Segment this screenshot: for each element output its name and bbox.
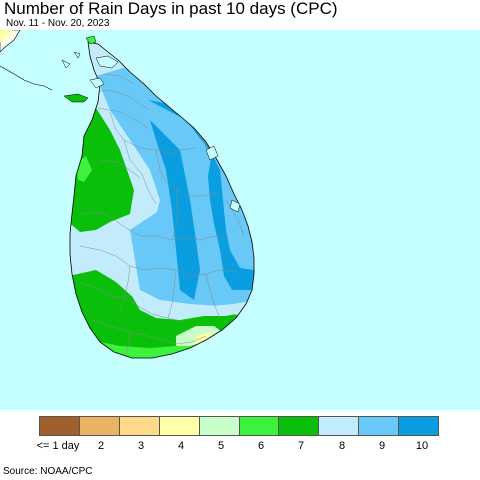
legend-swatch <box>279 417 320 435</box>
color-legend <box>39 416 439 436</box>
legend-label: 7 <box>297 440 305 452</box>
legend-label: 3 <box>137 440 145 452</box>
legend-label: 4 <box>177 440 185 452</box>
legend-label: <= 1 day <box>36 440 80 452</box>
legend-swatch <box>199 417 240 435</box>
legend-swatch <box>239 417 280 435</box>
mannar-island <box>63 93 89 103</box>
legend-label: 8 <box>338 440 346 452</box>
legend-swatch <box>319 417 360 435</box>
source-credit: Source: NOAA/CPC <box>3 466 93 477</box>
sri-lanka <box>69 35 255 359</box>
sri-lanka-coastline <box>69 41 255 359</box>
legend-swatch <box>399 417 439 435</box>
legend-label: 2 <box>97 440 105 452</box>
india-coastline <box>0 65 53 91</box>
legend-swatch <box>359 417 400 435</box>
legend-swatch <box>119 417 160 435</box>
zone-9-days-west <box>130 210 170 300</box>
zone-10-days-east <box>148 100 254 290</box>
zone-8-days-southwest <box>132 296 246 320</box>
legend-label: 10 <box>415 440 429 452</box>
small-islands <box>61 51 81 69</box>
rain-days-map <box>0 30 480 410</box>
legend-label: 6 <box>257 440 265 452</box>
legend-labels: <= 1 day 2 3 4 5 6 7 8 9 10 <box>30 440 450 454</box>
jaffna-peninsula-green <box>85 35 97 45</box>
legend-label: 9 <box>378 440 386 452</box>
map-subtitle: Nov. 11 - Nov. 20, 2023 <box>6 18 110 29</box>
legend-swatch <box>40 417 80 435</box>
legend-swatch <box>79 417 120 435</box>
trincomalee-bay <box>205 145 241 213</box>
zone-10-days-central <box>150 120 200 300</box>
jaffna-lagoon <box>89 55 119 89</box>
india-coast-yellow <box>0 30 12 42</box>
district-boundaries <box>79 73 245 357</box>
legend-label: 5 <box>217 440 225 452</box>
map-title: Number of Rain Days in past 10 days (CPC… <box>4 0 338 18</box>
legend-swatch <box>159 417 200 435</box>
